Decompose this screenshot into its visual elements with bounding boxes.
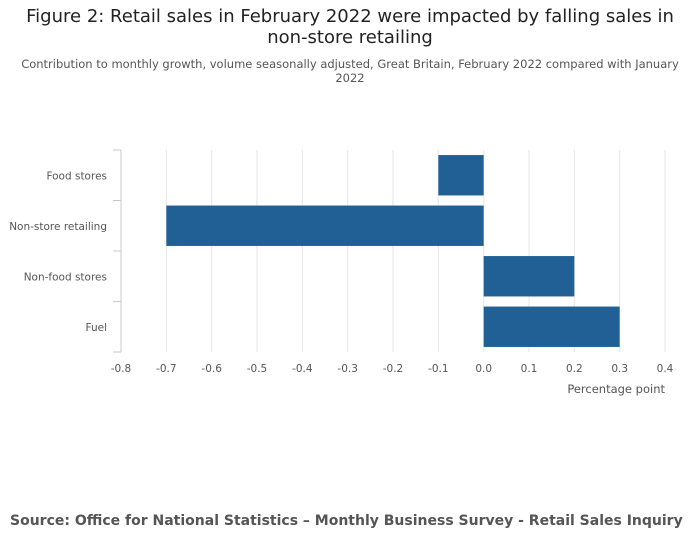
bar-non-food-stores: [483, 256, 575, 297]
chart-subtitle-line-2: 2022: [335, 71, 365, 85]
x-tick-label-6: -0.2: [383, 363, 404, 375]
x-tick-label-5: -0.3: [337, 363, 358, 375]
y-tick-label-3: Fuel: [86, 322, 108, 334]
y-tick-label-1: Non-store retailing: [9, 221, 107, 233]
x-axis-ticks: -0.8 -0.7 -0.6 -0.5 -0.4 -0.3 -0.2 -0.1 0.0 0.1 0.…: [111, 363, 674, 375]
bars: [166, 155, 620, 347]
x-tick-label-7: -0.1: [428, 363, 449, 375]
x-tick-label-10: 0.2: [566, 363, 583, 375]
x-tick-label-3: -0.5: [247, 363, 268, 375]
chart-subtitle: Contribution to monthly growth, volume s…: [20, 57, 680, 85]
chart-title-line-2: non-store retailing: [267, 27, 433, 48]
bar-non-store-retailing: [166, 205, 484, 246]
x-tick-label-4: -0.4: [292, 363, 313, 375]
chart-title: Figure 2: Retail sales in February 2022 …: [0, 6, 700, 48]
source-note: Source: Office for National Statistics –…: [10, 513, 683, 529]
y-tick-label-2: Non-food stores: [24, 271, 107, 283]
chart-subtitle-line-1: Contribution to monthly growth, volume s…: [21, 57, 679, 71]
x-tick-label-11: 0.3: [611, 363, 628, 375]
chart-title-line-1: Figure 2: Retail sales in February 2022 …: [26, 6, 674, 27]
bar-food-stores: [438, 155, 484, 196]
x-tick-label-8: 0.0: [475, 363, 492, 375]
x-tick-label-2: -0.6: [201, 363, 222, 375]
x-tick-label-1: -0.7: [156, 363, 177, 375]
x-axis-label: Percentage point: [567, 382, 665, 396]
x-tick-label-9: 0.1: [521, 363, 538, 375]
x-tick-label-0: -0.8: [111, 363, 132, 375]
bar-fuel: [483, 306, 620, 347]
x-tick-label-12: 0.4: [657, 363, 674, 375]
y-tick-label-0: Food stores: [46, 170, 107, 182]
y-axis: Food stores Non-store retailing Non-food s…: [9, 149, 122, 353]
bar-chart: Food stores Non-store retailing Non-food s…: [9, 149, 674, 396]
